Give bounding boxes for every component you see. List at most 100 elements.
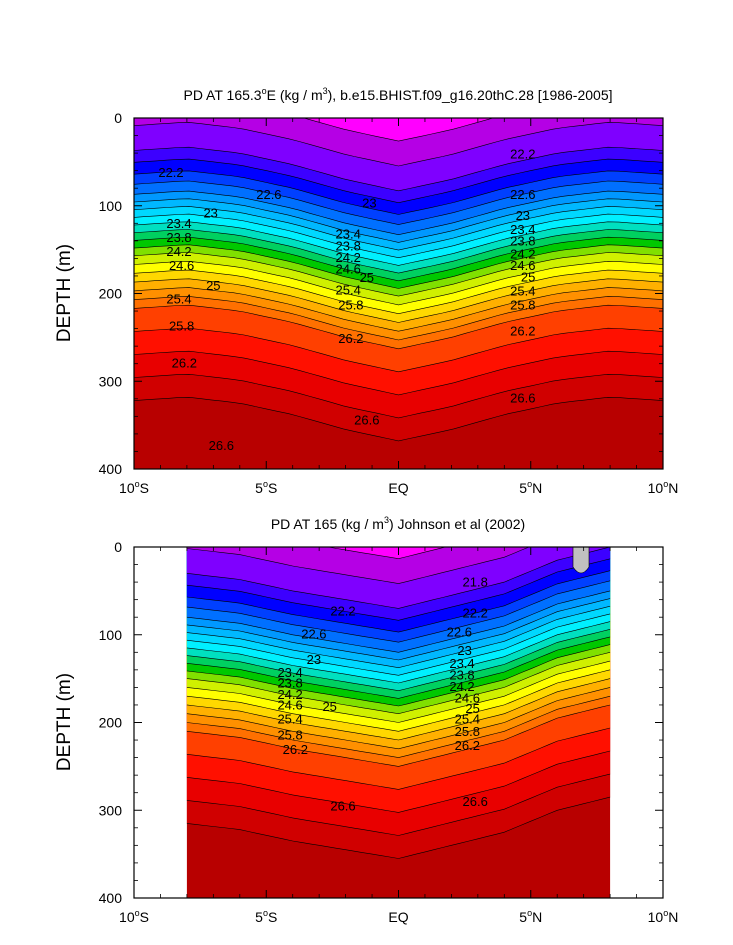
contour-label: 23.4 xyxy=(336,226,361,241)
contour-label: 25 xyxy=(521,269,535,284)
panel-top-axes: 0 100 200 300 400 10oS 5oS EQ 5oN 10oN xyxy=(99,110,679,496)
missing-data-patch xyxy=(572,547,590,574)
y-tick-label: 300 xyxy=(99,802,123,818)
contour-label: 25.8 xyxy=(169,319,194,334)
contour-line xyxy=(186,660,611,723)
contour-label: 22.2 xyxy=(158,165,183,180)
contour-line xyxy=(134,260,663,306)
panel-top: PD AT 165.3oE (kg / m3), b.e15.BHIST.f09… xyxy=(54,86,678,496)
contour-label: 22.6 xyxy=(301,626,326,641)
contour-label: 26.6 xyxy=(354,412,379,427)
contour-label: 23 xyxy=(516,208,530,223)
contour-line xyxy=(186,773,611,836)
contour-line xyxy=(186,590,611,653)
contour-label: 24.2 xyxy=(336,250,361,265)
contour-label: 23.8 xyxy=(166,230,191,245)
contour-line xyxy=(134,327,663,373)
x-tick-label: EQ xyxy=(388,909,408,925)
contour-label: 25 xyxy=(206,278,220,293)
contour-label: 23.4 xyxy=(277,665,302,680)
contour-line xyxy=(186,621,611,684)
panel-bottom-title-sup1: 3 xyxy=(384,515,389,525)
contour-label: 24.2 xyxy=(449,679,474,694)
panel-bottom-plot-area: 21.822.2 22.222.6 22.6232323.423.423.823.8… xyxy=(186,547,611,898)
contour-label: 22.6 xyxy=(510,187,535,202)
contour-label: 23.4 xyxy=(449,656,474,671)
contour-line xyxy=(186,547,530,584)
panel-top-title-post: ), b.e15.BHIST.f09_g16.20thC.28 [1986-20… xyxy=(328,87,613,103)
contour-fill-band xyxy=(304,118,493,142)
contour-line xyxy=(134,170,663,215)
contour-line xyxy=(303,118,494,142)
panel-bottom-title-pre: PD AT 165 (kg / m xyxy=(271,516,384,532)
contour-label: 24.2 xyxy=(277,687,302,702)
contour-line xyxy=(134,396,663,442)
contour-label: 22.6 xyxy=(256,187,281,202)
contour-label: 23 xyxy=(362,196,376,211)
y-tick-label: 0 xyxy=(114,539,122,555)
x-tick-label: 10oN xyxy=(648,479,679,496)
contour-line xyxy=(134,236,663,282)
panel-top-title-mid: E (kg / m xyxy=(267,87,323,103)
contour-line xyxy=(134,244,663,289)
contour-line xyxy=(186,558,611,621)
panel-top-plot-area: 22.222.62323.423.824.224.62525.425.826.2… xyxy=(134,118,663,469)
contour-line xyxy=(134,252,663,297)
contour-line xyxy=(186,695,611,758)
contour-line xyxy=(186,704,611,767)
contour-line xyxy=(134,287,663,332)
contour-label: 22.2 xyxy=(463,605,488,620)
x-tick-label: 10oN xyxy=(648,908,679,925)
contour-label: 26.2 xyxy=(172,355,197,370)
contour-line xyxy=(134,158,663,204)
contour-fill-band xyxy=(186,547,530,584)
x-tick-label: EQ xyxy=(388,480,408,496)
y-tick-label: 300 xyxy=(99,373,123,389)
contour-line xyxy=(186,669,611,732)
contour-line xyxy=(186,570,611,633)
contour-label: 25.8 xyxy=(338,297,363,312)
contour-label: 26.2 xyxy=(455,738,480,753)
contour-label: 24.2 xyxy=(166,244,191,259)
contour-label: 21.8 xyxy=(463,575,488,590)
contour-line xyxy=(186,796,611,859)
contour-label: 24.6 xyxy=(169,258,194,273)
contour-line xyxy=(186,636,611,699)
contour-fill-band xyxy=(328,547,446,559)
x-tick-label: 10oS xyxy=(119,908,149,925)
contour-label: 22.6 xyxy=(447,625,472,640)
contour-label: 23.4 xyxy=(510,222,535,237)
contour-label: 25 xyxy=(360,270,374,285)
contour-line xyxy=(186,547,611,609)
contour-line xyxy=(134,278,663,323)
contour-label: 23 xyxy=(203,205,217,220)
contour-line xyxy=(134,373,663,419)
contour-label: 23.8 xyxy=(336,239,361,254)
contour-label: 26.6 xyxy=(510,390,535,405)
x-tick-label: 10oS xyxy=(119,479,149,496)
contour-fill-band xyxy=(134,118,663,166)
contour-line xyxy=(134,146,663,192)
contour-line xyxy=(326,547,447,560)
contour-line xyxy=(186,678,611,741)
panel-bottom-axes: 0 100 200 300 400 10oS 5oS EQ 5oN 10oN xyxy=(99,539,679,925)
contour-label: 26.2 xyxy=(510,324,535,339)
contour-label: 24.2 xyxy=(510,247,535,262)
contour-label: 23.8 xyxy=(449,668,474,683)
panel-top-ylabel: DEPTH (m) xyxy=(54,244,75,342)
contour-label: 25.4 xyxy=(510,283,535,298)
contour-line xyxy=(186,598,611,661)
contour-label: 25.4 xyxy=(336,283,361,298)
y-tick-label: 200 xyxy=(99,715,123,731)
contour-line xyxy=(186,644,611,707)
contour-label: 26.6 xyxy=(463,794,488,809)
contour-line xyxy=(134,296,663,341)
x-tick-label: 5oS xyxy=(255,908,277,925)
panel-bottom-ylabel: DEPTH (m) xyxy=(54,673,75,771)
contour-label: 22.2 xyxy=(330,604,355,619)
x-tick-label: 5oN xyxy=(519,908,542,925)
contour-label: 23.8 xyxy=(510,233,535,248)
contour-label: 26.2 xyxy=(338,331,363,346)
contour-line xyxy=(134,206,663,251)
